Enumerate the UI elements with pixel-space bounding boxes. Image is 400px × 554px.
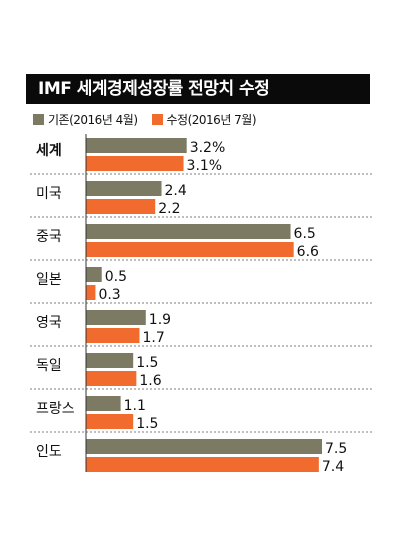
bar-original (86, 138, 187, 153)
bar-original (86, 439, 322, 454)
category-label: 프랑스 (36, 401, 75, 417)
bar-revised (86, 242, 294, 257)
bar-original (86, 224, 291, 239)
legend-swatch-original (33, 113, 44, 125)
legend-item-revised: 수정(2016년 7월) (151, 111, 257, 128)
legend-label-revised: 수정(2016년 7월) (166, 112, 257, 127)
category-label: 인도 (36, 444, 62, 460)
bar-revised (86, 328, 140, 343)
data-label: 6.6 (297, 244, 319, 260)
bar-original (86, 310, 146, 325)
data-label: 1.5 (136, 355, 158, 371)
data-label: 1.9 (149, 312, 171, 328)
data-label: 3.2% (190, 140, 226, 156)
data-label: 6.5 (294, 226, 316, 242)
legend-swatch-revised (151, 113, 163, 125)
data-label: 0.3 (98, 287, 120, 303)
data-label: 3.1% (187, 158, 223, 174)
data-label: 1.6 (139, 373, 161, 389)
data-label: 2.2 (158, 201, 180, 217)
category-label: 세계 (36, 143, 62, 159)
category-label: 중국 (36, 229, 62, 245)
data-label: 7.5 (325, 441, 347, 457)
bar-original (86, 181, 162, 196)
data-label: 1.1 (124, 398, 146, 414)
data-label: 0.5 (105, 269, 127, 285)
bar-original (86, 267, 102, 282)
legend: 기존(2016년 4월) 수정(2016년 7월) (33, 111, 270, 127)
bar-revised (86, 199, 156, 214)
bar-revised (86, 156, 184, 171)
bar-original (86, 396, 121, 411)
category-label: 영국 (36, 315, 62, 331)
category-label: 일본 (36, 272, 62, 288)
bar-revised (86, 285, 96, 300)
data-label: 1.5 (136, 416, 158, 432)
legend-label-original: 기존(2016년 4월) (48, 112, 138, 127)
bar-revised (86, 371, 137, 386)
legend-item-original: 기존(2016년 4월) (33, 111, 138, 128)
category-label: 독일 (36, 358, 62, 374)
bar-original (86, 353, 134, 368)
category-label: 미국 (36, 186, 62, 202)
chart-title: IMF 세계경제성장률 전망치 수정 (26, 74, 370, 104)
data-label: 1.7 (142, 330, 164, 346)
data-label: 7.4 (322, 459, 344, 475)
bar-revised (86, 457, 319, 472)
bar-revised (86, 414, 134, 429)
data-label: 2.4 (165, 183, 187, 199)
